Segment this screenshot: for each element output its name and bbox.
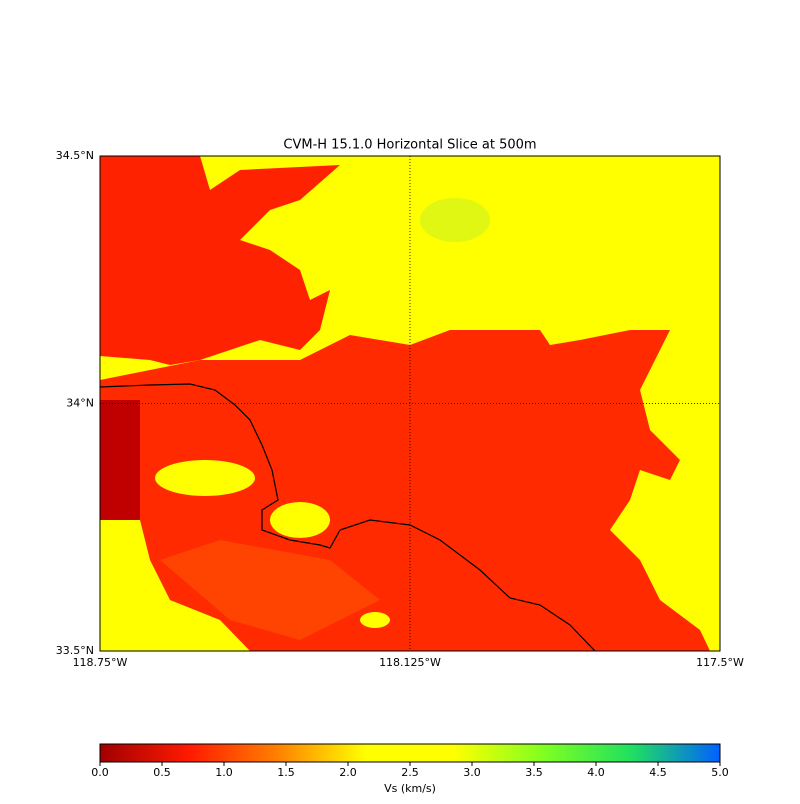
- lon-tick-label: 118.75°W: [73, 656, 128, 669]
- colorbar-tick-label: 4.0: [587, 766, 605, 779]
- field-patch: [100, 156, 340, 365]
- field-patch: [270, 502, 330, 538]
- lon-tick-label: 118.125°W: [379, 656, 441, 669]
- colorbar: [99, 743, 721, 763]
- coastline: [100, 383, 596, 651]
- lon-tick-label: 117.5°W: [696, 656, 744, 669]
- colorbar-tick-label: 3.5: [525, 766, 543, 779]
- colorbar-tick-label: 3.0: [463, 766, 481, 779]
- map-frame: [99, 155, 721, 652]
- colorbar-tick-label: 2.5: [401, 766, 419, 779]
- colorbar-tick-label: 0.5: [153, 766, 171, 779]
- field-patch: [155, 460, 255, 496]
- field-patch: [420, 198, 490, 242]
- colorbar-label: Vs (km/s): [384, 782, 436, 795]
- lat-tick-label: 33.5°N: [56, 644, 94, 657]
- field-patch: [100, 400, 140, 520]
- colorbar-tick-label: 0.0: [91, 766, 109, 779]
- colorbar-tick-label: 2.0: [339, 766, 357, 779]
- lat-tick-label: 34°N: [66, 397, 94, 410]
- field-patch: [160, 540, 380, 640]
- colorbar-tick-label: 4.5: [649, 766, 667, 779]
- colorbar-tick-label: 1.0: [215, 766, 233, 779]
- lat-tick-label: 34.5°N: [56, 149, 94, 162]
- colorbar-tick-label: 1.5: [277, 766, 295, 779]
- title: CVM-H 15.1.0 Horizontal Slice at 500m: [283, 138, 536, 153]
- graticule: [100, 156, 720, 651]
- field-patch: [360, 612, 390, 628]
- colorbar-tick-label: 5.0: [711, 766, 729, 779]
